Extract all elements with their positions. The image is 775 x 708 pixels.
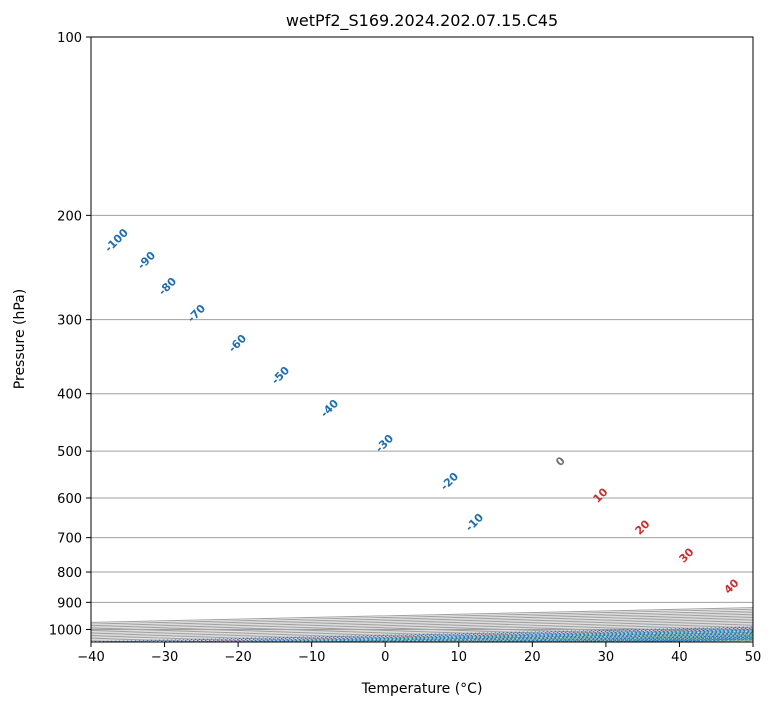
x-tick-label: −10 (298, 650, 325, 665)
chart-title: wetPf2_S169.2024.202.07.15.C45 (286, 11, 558, 31)
dry-adiabat-line (763, 37, 775, 642)
x-axis-label: Temperature (°C) (361, 681, 483, 697)
x-tick-label: −20 (224, 650, 251, 665)
axes: −40 −30 −20 −10 0 10 20 30 40 50 100 200 300 400 500 60… (49, 31, 761, 665)
x-tick-label: 10 (451, 650, 468, 665)
plot-area (91, 37, 753, 642)
y-tick-label: 200 (57, 209, 82, 224)
y-tick-label: 500 (57, 445, 82, 460)
y-tick-label: 700 (57, 532, 82, 547)
x-tick-label: 30 (598, 650, 615, 665)
y-tick-label: 100 (57, 31, 82, 46)
y-tick-label: 600 (57, 492, 82, 507)
y-axis-label: Pressure (hPa) (12, 289, 28, 389)
y-tick-label: 800 (57, 566, 82, 581)
x-tick-label: 40 (671, 650, 688, 665)
x-tick-label: −40 (77, 650, 104, 665)
grid-lines (91, 37, 753, 642)
isotherm-line (752, 641, 753, 642)
plot-frame (90, 36, 754, 643)
x-tick-label: 0 (381, 650, 389, 665)
y-tick-label: 300 (57, 314, 82, 329)
y-tick-label: 400 (57, 388, 82, 403)
plot-background (91, 37, 753, 642)
x-tick-label: 20 (524, 650, 541, 665)
y-tick-label: 900 (57, 596, 82, 611)
x-tick-label: −30 (151, 650, 178, 665)
x-tick-label: 50 (745, 650, 762, 665)
y-tick-label: 1000 (49, 623, 82, 638)
